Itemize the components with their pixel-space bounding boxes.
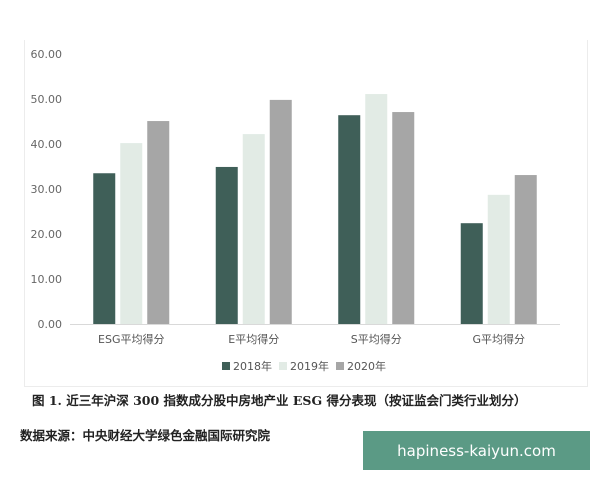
- y-tick-label: 50.00: [31, 93, 63, 106]
- bar-2019年-G平均得分: [487, 194, 510, 324]
- legend-label: 2020年: [347, 359, 386, 373]
- bar-2020年-ESG平均得分: [147, 121, 170, 324]
- x-category-label: ESG平均得分: [98, 333, 164, 346]
- y-tick-label: 20.00: [31, 228, 63, 241]
- bar-2018年-ESG平均得分: [93, 173, 116, 324]
- bar-2020年-E平均得分: [269, 99, 292, 325]
- y-tick-label: 30.00: [31, 183, 63, 196]
- bar-2020年-G平均得分: [514, 175, 537, 324]
- x-category-label: E平均得分: [228, 333, 279, 346]
- x-category-label: G平均得分: [472, 333, 525, 346]
- bar-2020年-S平均得分: [392, 112, 415, 324]
- bar-2019年-ESG平均得分: [120, 143, 143, 324]
- legend-swatch-2019年: [279, 362, 287, 370]
- x-category-label: S平均得分: [351, 333, 402, 346]
- y-tick-label: 10.00: [31, 273, 63, 286]
- legend-label: 2019年: [290, 359, 329, 373]
- bar-2019年-S平均得分: [365, 94, 388, 324]
- y-tick-label: 60.00: [31, 48, 63, 61]
- data-source: 数据来源：中央财经大学绿色金融国际研究院: [20, 428, 271, 443]
- figure-caption: 图 1. 近三年沪深 300 指数成分股中房地产业 ESG 得分表现（按证监会门…: [32, 393, 527, 408]
- legend-swatch-2018年: [222, 362, 230, 370]
- legend-label: 2018年: [233, 359, 272, 373]
- legend-swatch-2020年: [336, 362, 344, 370]
- bar-chart: 0.00 10.00 20.00 30.00 40.00 50.00 60.00 ESG平均得…: [31, 48, 560, 373]
- bar-2018年-G平均得分: [460, 223, 483, 324]
- y-tick-label: 0.00: [38, 318, 63, 331]
- chart-frame: [24, 40, 588, 387]
- watermark: hapiness-kaiyun.com: [363, 431, 590, 470]
- bar-2018年-S平均得分: [338, 115, 361, 324]
- y-tick-label: 40.00: [31, 138, 63, 151]
- bar-2018年-E平均得分: [215, 166, 238, 324]
- bar-2019年-E平均得分: [242, 134, 265, 324]
